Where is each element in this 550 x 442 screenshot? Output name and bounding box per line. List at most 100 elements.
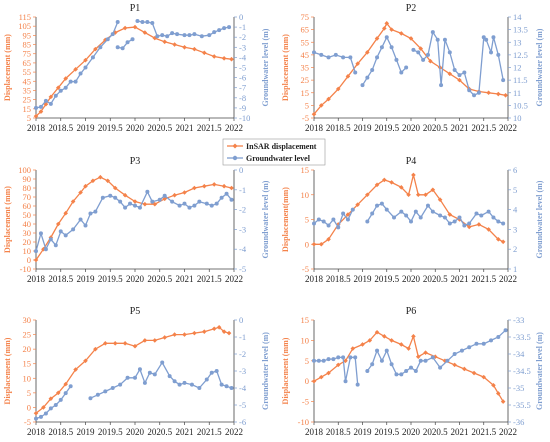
legend-groundwater-label: Groundwater level [246,154,311,163]
groundwater-point [501,78,506,83]
insar-point [496,391,501,396]
insar-line [35,176,232,261]
groundwater-point [474,211,479,216]
groundwater-point [182,33,187,38]
left-axis-title: Displacement(mm) [281,187,290,252]
insar-point [162,335,167,340]
insar-point [112,341,118,346]
groundwater-point [182,201,187,206]
groundwater-point [123,205,128,210]
groundwater-point [155,34,160,39]
groundwater-point [423,358,428,363]
left-y-tick-label: 5 [27,113,31,123]
groundwater-point [199,34,204,39]
insar-point [73,367,78,372]
insar-point [415,354,421,360]
left-y-tick-label: 25 [23,95,32,105]
right-y-tick-label: -3 [239,224,246,234]
groundwater-point [140,20,145,25]
insar-point [93,46,98,52]
groundwater-point [93,209,98,214]
groundwater-point [98,45,103,50]
groundwater-point [48,101,53,106]
x-tick-label: 2020.5 [147,427,172,437]
groundwater-point [439,83,444,88]
right-axis-title: Groundwater level (m) [261,28,270,106]
insar-point [335,362,341,368]
x-tick-label: 2021 [451,274,469,284]
groundwater-point [115,45,120,50]
groundwater-point [222,26,227,31]
groundwater-point [160,360,165,365]
insar-point [399,185,404,190]
groundwater-point [187,205,192,210]
groundwater-point [83,223,88,228]
right-y-tick-label: -35 [513,383,524,393]
insar-point [63,381,68,387]
groundwater-point [48,237,53,242]
groundwater-point [452,68,457,73]
insar-point [326,237,331,242]
x-tick-label: 2020 [402,274,421,284]
insar-point [152,201,158,207]
insar-point [389,27,394,32]
groundwater-line [366,329,507,376]
insar-point [466,224,472,230]
x-tick-label: 2022 [499,123,517,133]
groundwater-series [34,189,234,254]
groundwater-point [348,55,353,60]
x-tick-label: 2021 [176,123,194,133]
insar-line [313,22,506,115]
insar-point [93,346,98,352]
groundwater-point [467,221,472,226]
groundwater-point [137,205,142,210]
right-y-tick-label: -36 [513,417,524,427]
chart-panel-1: P1 2018 2018.5 2019 2019.5 2020 2020.5 2021 2021… [3,3,270,133]
x-tick-label: 2018.5 [326,427,351,437]
groundwater-point [34,249,38,254]
chart-title: P6 [406,306,417,317]
groundwater-point [227,25,232,30]
groundwater-series [312,328,508,387]
groundwater-series [34,360,234,421]
x-tick-label: 2018 [27,123,46,133]
groundwater-point [457,215,462,220]
x-tick-label: 2020 [126,427,145,437]
groundwater-point [214,369,219,373]
groundwater-point [481,35,486,40]
groundwater-point [103,389,108,394]
x-tick-label: 2019.5 [374,427,399,437]
insar-point [365,50,370,55]
x-tick-label: 2021.5 [197,274,222,284]
x-tick-label: 2018.5 [326,274,351,284]
insar-point [476,222,482,227]
groundwater-point [312,221,316,226]
insar-point [318,241,324,247]
x-tick-label: 2021.5 [197,123,222,133]
groundwater-point [503,328,508,333]
groundwater-point [145,189,150,194]
groundwater-point [438,213,443,218]
insar-point [471,370,477,376]
groundwater-point [224,191,229,196]
groundwater-point [316,358,321,363]
insar-point [132,343,138,349]
groundwater-point [336,225,341,230]
left-y-tick-label: 0 [27,402,31,412]
insar-point [226,330,232,336]
left-y-tick-label: 0 [27,255,31,265]
insar-point [496,91,501,97]
insar-point [452,362,457,368]
left-y-tick-label: 15 [23,104,32,114]
right-y-tick-label: -6 [239,417,246,427]
right-y-tick-label: -33 [513,315,524,325]
insar-point [182,190,187,195]
groundwater-point [435,37,440,42]
groundwater-point [189,382,194,387]
insar-point [408,36,414,41]
x-tick-label: 2018.5 [48,274,73,284]
insar-line [314,174,504,245]
groundwater-point [365,369,370,373]
groundwater-point [150,199,155,204]
